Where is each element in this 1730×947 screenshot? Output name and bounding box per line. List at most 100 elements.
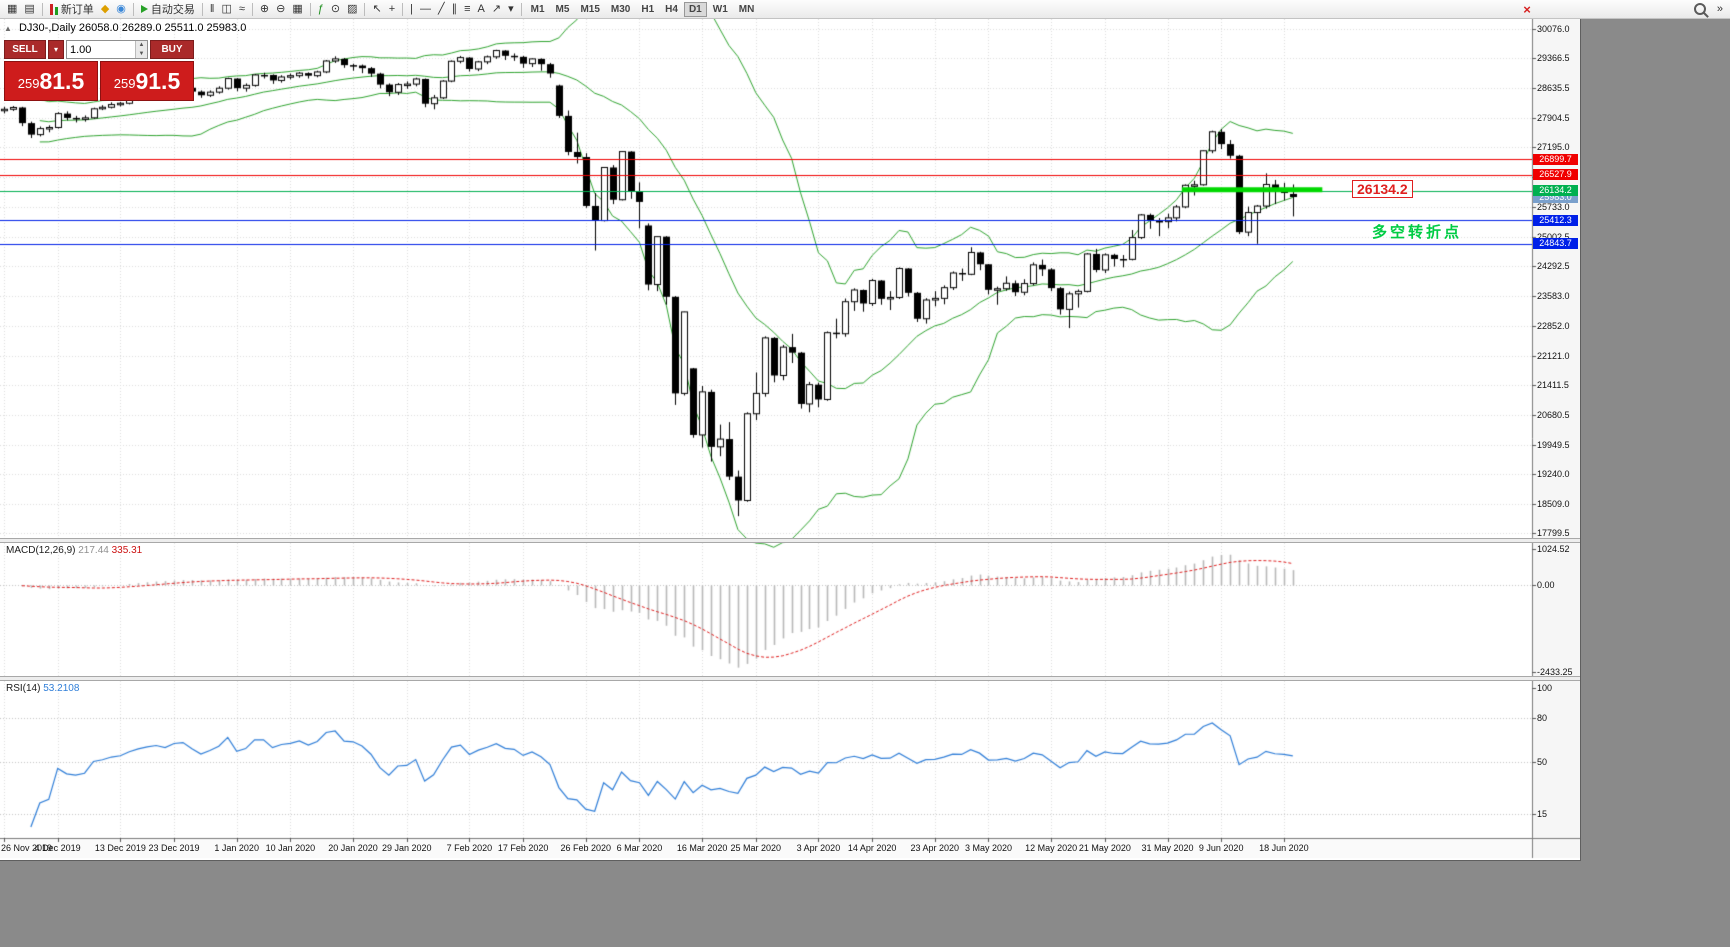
chart-symbol-period: DJ30-,Daily [18, 22, 76, 34]
buy-button[interactable]: 259 91.5 [100, 61, 194, 101]
price-axis-label: 21411.5 [1537, 379, 1569, 390]
price-axis-label: 24292.5 [1537, 261, 1570, 272]
price-axis-tag: 26134.2 [1533, 185, 1578, 197]
indicators-icon[interactable]: ƒ [315, 1, 327, 18]
fibonacci-icon[interactable]: ≡ [461, 1, 473, 18]
time-axis-label: 23 Dec 2019 [148, 843, 200, 853]
time-axis-label: 6 Mar 2020 [616, 843, 663, 853]
text-icon[interactable]: A [475, 1, 488, 18]
price-axis-label: 25733.0 [1537, 202, 1570, 213]
metaquotes-icon[interactable]: ◆ [98, 1, 112, 18]
arrows-icon-glyph: ↗ [491, 2, 502, 15]
channel-icon[interactable]: ∥ [449, 1, 461, 18]
macd-name: MACD(12,26,9) [6, 545, 76, 556]
horizontal-line-icon-glyph: ― [420, 2, 431, 15]
macd-indicator-label: MACD(12,26,9) 217.44 335.31 [6, 545, 142, 556]
volume-input[interactable] [67, 41, 135, 58]
rsi-axis-label: 50 [1537, 757, 1548, 767]
buy-price-main: 259 [113, 75, 136, 91]
sell-header-button[interactable]: SELL [4, 40, 46, 59]
timeframe-button-h4[interactable]: H4 [665, 3, 678, 15]
arrows-dropdown-icon[interactable]: ▾ [505, 1, 517, 18]
time-axis-label: 3 May 2020 [964, 843, 1013, 853]
price-axis-tag: 25983.0 [1533, 191, 1578, 203]
order-options-dropdown[interactable]: ▾ [48, 40, 64, 59]
search-icon[interactable] [1687, 1, 1713, 18]
timeframe-button-m5[interactable]: M5 [555, 3, 570, 15]
candle-chart-type-icon-glyph: ◫ [221, 2, 232, 15]
timeframe-button-m30[interactable]: M30 [610, 3, 631, 15]
macd-panel-separator[interactable] [0, 538, 1580, 543]
toolbar-separator [364, 2, 366, 16]
rsi-name: RSI(14) [6, 683, 41, 694]
timeframe-button-m15[interactable]: M15 [580, 3, 600, 15]
periods-icon-glyph: ⊙ [330, 2, 341, 15]
arrows-icon[interactable]: ↗ [489, 1, 504, 18]
bar-chart-type-icon-glyph: ‖ [209, 2, 215, 15]
crosshair-icon[interactable]: + [386, 1, 398, 18]
time-axis[interactable]: 26 Nov 2019 4 Dec 2019 13 Dec 2019 23 Dec 2… [0, 841, 1580, 859]
toolbar-overflow-icon[interactable]: » [1714, 1, 1726, 18]
tile-windows-icon[interactable]: ▦ [289, 1, 305, 18]
chart-canvas[interactable] [0, 19, 1580, 860]
timeframe-button-w1[interactable]: W1 [712, 3, 728, 15]
templates-icon[interactable]: ▨ [344, 1, 360, 18]
price-axis-label: 30076.0 [1537, 24, 1570, 34]
time-axis-label: 21 May 2020 [1078, 843, 1131, 853]
volume-decrease-button[interactable]: ▼ [135, 49, 147, 58]
time-axis-label: 1 Jan 2020 [214, 843, 259, 853]
vertical-line-icon[interactable]: | [407, 1, 416, 18]
periods-icon[interactable]: ⊙ [328, 1, 343, 18]
volume-increase-button[interactable]: ▲ [135, 41, 147, 50]
community-icon[interactable]: ◉ [113, 1, 129, 18]
zoom-in-icon[interactable]: ⊕ [257, 1, 272, 18]
profiles-icon[interactable]: ▤ [21, 1, 37, 18]
candle-chart-type-icon[interactable]: ◫ [218, 1, 234, 18]
sell-button[interactable]: 259 81.5 [4, 61, 98, 101]
toolbar-separator [201, 2, 203, 16]
macd-axis-label: 1024.52 [1537, 544, 1570, 554]
price-axis-label: 27195.0 [1537, 142, 1570, 153]
timeframe-button-mn[interactable]: MN [738, 3, 755, 15]
price-axis-label: 17799.5 [1537, 528, 1570, 538]
volume-box: ▲ ▼ [66, 40, 148, 59]
fibonacci-icon-glyph: ≡ [464, 2, 471, 15]
rsi-panel-separator[interactable] [0, 676, 1580, 681]
trendline-icon[interactable]: ╱ [435, 1, 448, 18]
bar-chart-type-icon[interactable]: ‖ [207, 1, 218, 18]
price-axis-label: 27904.5 [1537, 113, 1570, 124]
cursor-icon-glyph: ↖ [372, 2, 382, 15]
vertical-line-icon-glyph: | [410, 2, 413, 15]
rsi-axis-label: 15 [1537, 808, 1548, 819]
new-order-button[interactable]: 新订单 [47, 1, 97, 18]
turning-point-note[interactable]: 多空转折点 [1372, 224, 1463, 241]
chart-window-icon[interactable]: ▦ [4, 1, 20, 18]
rsi-axis-label: 100 [1537, 683, 1553, 693]
price-callout-label[interactable]: 26134.2 [1352, 180, 1413, 198]
zoom-out-icon[interactable]: ⊖ [273, 1, 288, 18]
autotrading-button[interactable]: 自动交易 [138, 1, 198, 18]
price-axis-label: 22852.0 [1537, 320, 1570, 331]
price-axis-label: 18509.0 [1537, 498, 1570, 509]
price-axis-label: 19240.0 [1537, 468, 1570, 479]
price-axis[interactable]: 30076.029366.528635.527904.527195.026463… [1532, 19, 1580, 838]
buy-price-big: 91.5 [135, 67, 181, 94]
time-axis-label: 23 Apr 2020 [910, 843, 960, 853]
line-chart-type-icon[interactable]: ≈ [236, 1, 248, 18]
time-axis-label: 20 Jan 2020 [328, 843, 378, 853]
time-axis-label: 3 Apr 2020 [796, 843, 841, 853]
horizontal-line-icon[interactable]: ― [417, 1, 434, 18]
timeframe-button-d1[interactable]: D1 [683, 1, 707, 17]
buy-header-button[interactable]: BUY [150, 40, 194, 59]
one-click-collapse-icon[interactable]: ▲ [4, 24, 12, 33]
sell-price-big: 81.5 [39, 67, 85, 94]
chart-close-button[interactable]: × [1523, 1, 1531, 17]
cursor-icon[interactable]: ↖ [369, 1, 384, 18]
toolbar-separator [520, 2, 522, 16]
price-axis-label: 19949.5 [1537, 439, 1570, 450]
price-axis-label: 23583.0 [1537, 290, 1570, 301]
macd-signal-value: 335.31 [111, 545, 143, 556]
price-axis-label: 20680.5 [1537, 409, 1570, 420]
timeframe-button-m1[interactable]: M1 [530, 3, 545, 15]
timeframe-button-h1[interactable]: H1 [641, 3, 655, 15]
